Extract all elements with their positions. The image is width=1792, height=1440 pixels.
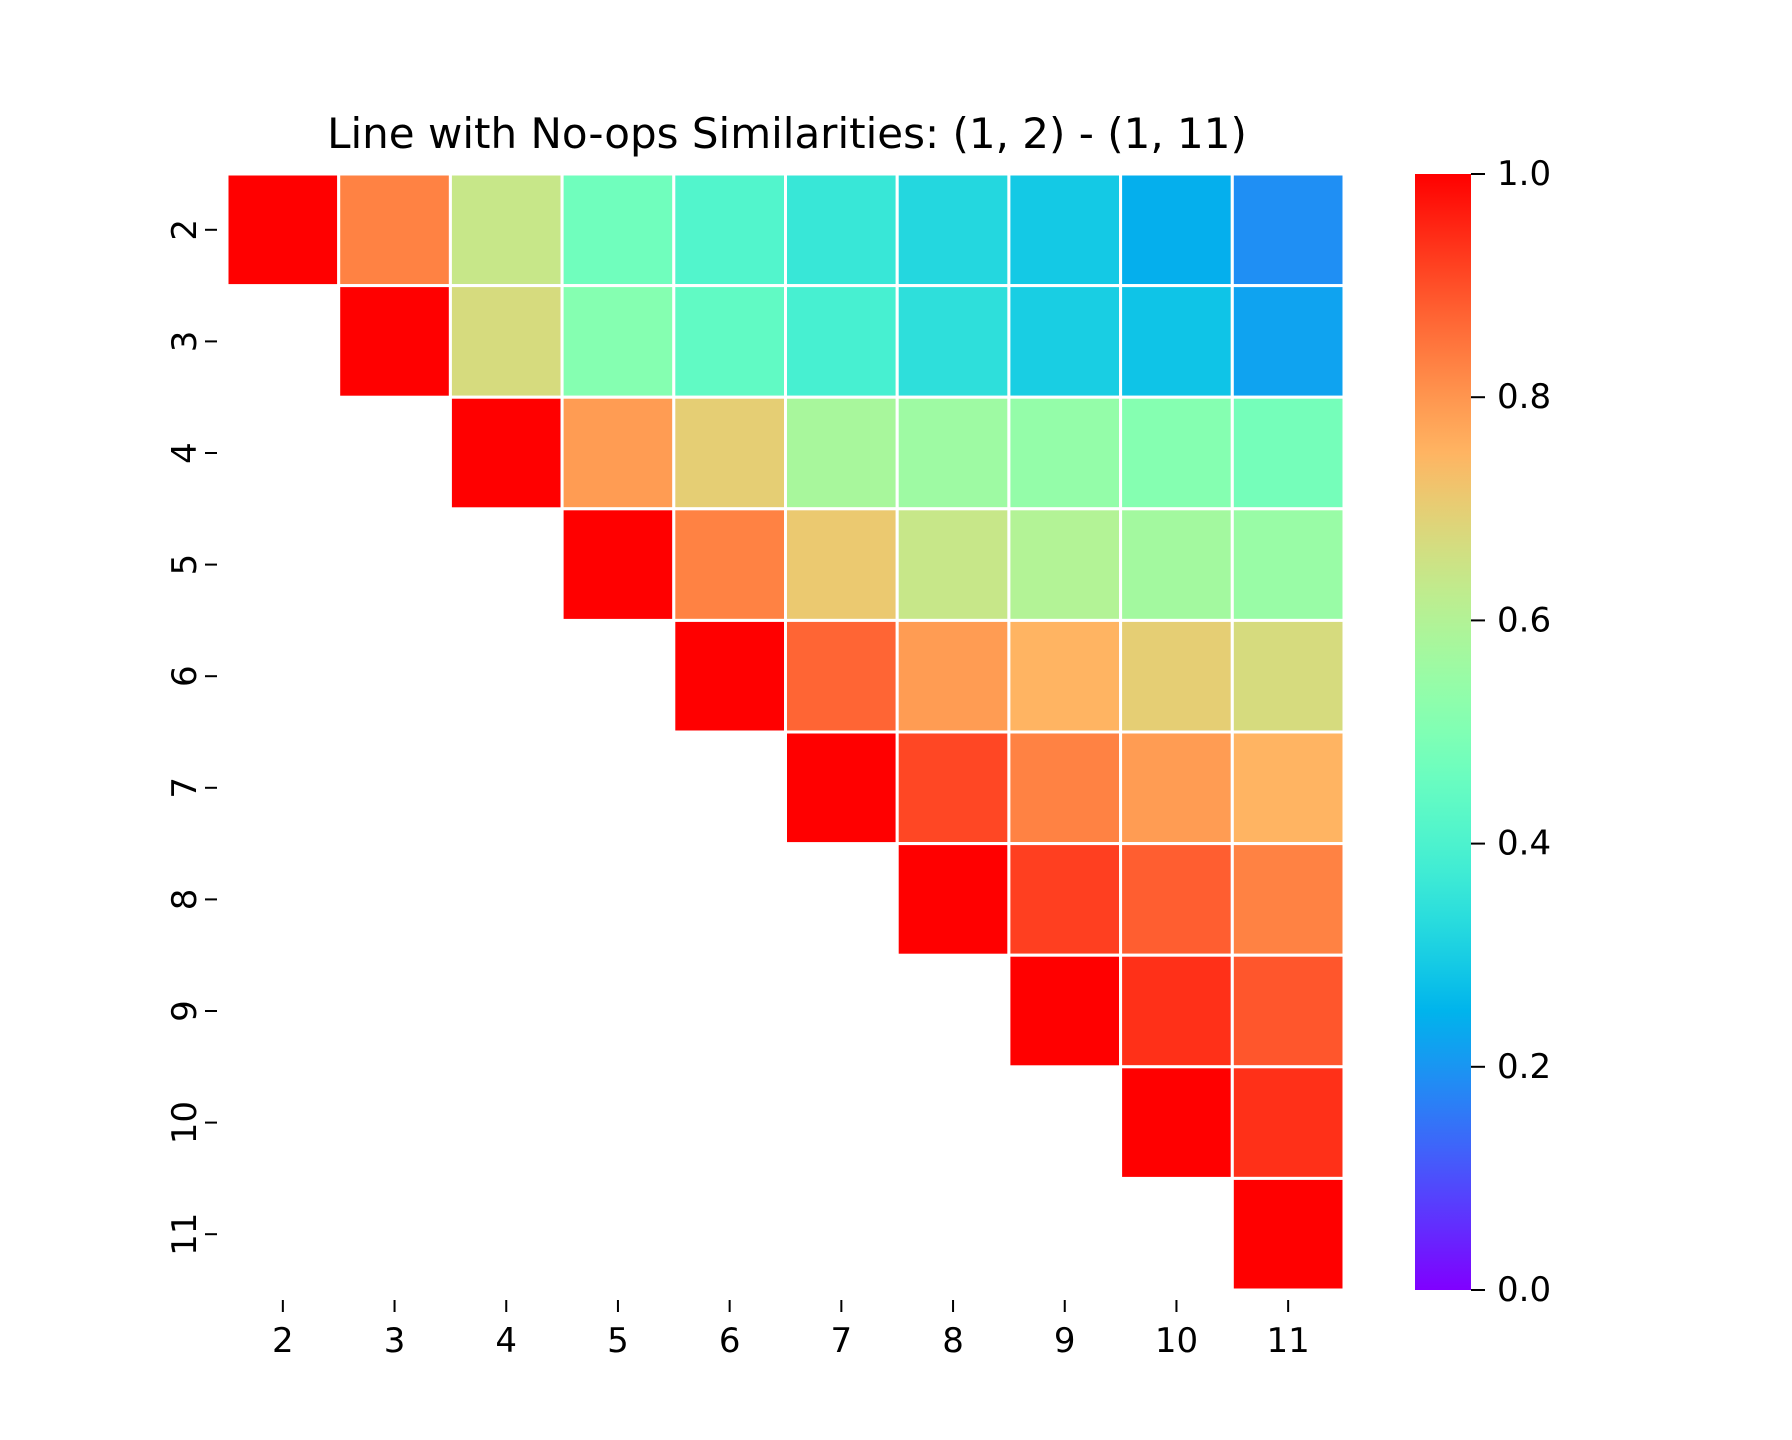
heatmap-cell bbox=[784, 395, 899, 511]
heatmap-cell bbox=[1007, 953, 1123, 1069]
y-tick-label: 9 bbox=[165, 1000, 205, 1022]
heatmap-cell bbox=[337, 172, 452, 288]
heatmap-cell bbox=[1230, 618, 1346, 734]
heatmap-cell bbox=[672, 507, 787, 622]
heatmap-cell bbox=[1230, 1176, 1346, 1292]
colorbar bbox=[1415, 174, 1471, 1290]
x-tick-label: 11 bbox=[1267, 1321, 1310, 1361]
heatmap-cell bbox=[672, 395, 787, 511]
x-tick-label: 4 bbox=[495, 1321, 517, 1361]
heatmap-cell bbox=[1230, 395, 1346, 511]
x-tick-label: 3 bbox=[384, 1321, 406, 1361]
colorbar-tick-label: 0.8 bbox=[1497, 377, 1551, 417]
heatmap-cell bbox=[895, 507, 1011, 622]
y-axis: 2 3 4 5 6 7 8 9 10 11 bbox=[165, 219, 217, 1256]
heatmap-cell bbox=[895, 172, 1011, 288]
x-tick-label: 8 bbox=[942, 1321, 964, 1361]
heatmap-cell bbox=[784, 284, 899, 399]
x-tick-label: 9 bbox=[1054, 1321, 1076, 1361]
colorbar-tick-label: 0.2 bbox=[1497, 1047, 1551, 1087]
y-tick-label: 2 bbox=[165, 219, 205, 241]
colorbar-tick-label: 0.0 bbox=[1497, 1270, 1551, 1310]
heatmap-cell bbox=[1119, 618, 1234, 734]
heatmap-cell bbox=[1230, 730, 1346, 846]
heatmap-cell bbox=[225, 172, 341, 288]
heatmap-cell bbox=[337, 284, 452, 399]
x-tick-label: 6 bbox=[719, 1321, 741, 1361]
colorbar-tick-label: 1.0 bbox=[1497, 154, 1551, 194]
heatmap-cell bbox=[784, 730, 899, 846]
x-tick-label: 7 bbox=[831, 1321, 853, 1361]
chart-title: Line with No-ops Similarities: (1, 2) - … bbox=[327, 109, 1247, 158]
heatmap-cell bbox=[672, 284, 787, 399]
heatmap-cell bbox=[672, 618, 787, 734]
heatmap-cell bbox=[1119, 953, 1234, 1069]
heatmap-cell bbox=[1119, 1065, 1234, 1180]
heatmap-cell bbox=[1007, 507, 1123, 622]
y-tick-label: 8 bbox=[165, 889, 205, 911]
heatmap-cell bbox=[1007, 618, 1123, 734]
heatmap-cell bbox=[1007, 172, 1123, 288]
heatmap-cell bbox=[560, 172, 676, 288]
y-tick-label: 7 bbox=[165, 777, 205, 799]
heatmap-cell bbox=[448, 172, 564, 288]
heatmap-cell bbox=[1230, 284, 1346, 399]
heatmap-cell bbox=[1119, 284, 1234, 399]
heatmap-cell bbox=[1119, 395, 1234, 511]
heatmap-cell bbox=[1230, 842, 1346, 957]
x-tick-label: 2 bbox=[272, 1321, 294, 1361]
heatmap-cell bbox=[1230, 1065, 1346, 1180]
heatmap-cell bbox=[560, 284, 676, 399]
heatmap-cell bbox=[1007, 730, 1123, 846]
heatmap-cell bbox=[1230, 507, 1346, 622]
heatmap-cell bbox=[1230, 953, 1346, 1069]
heatmap-cell bbox=[895, 842, 1011, 957]
y-tick-label: 11 bbox=[165, 1213, 205, 1256]
colorbar-tick-label: 0.4 bbox=[1497, 824, 1551, 864]
heatmap-cell bbox=[1007, 395, 1123, 511]
heatmap-cell bbox=[560, 395, 676, 511]
y-tick-label: 4 bbox=[165, 442, 205, 464]
colorbar-tick-label: 0.6 bbox=[1497, 600, 1551, 640]
y-tick-label: 3 bbox=[165, 331, 205, 353]
heatmap-cell bbox=[672, 172, 787, 288]
heatmap-cell bbox=[784, 618, 899, 734]
heatmap-cell bbox=[1230, 172, 1346, 288]
heatmap-cell bbox=[1007, 842, 1123, 957]
heatmap-cell bbox=[784, 507, 899, 622]
heatmap-cell bbox=[895, 395, 1011, 511]
y-tick-label: 10 bbox=[165, 1101, 205, 1144]
y-tick-label: 5 bbox=[165, 554, 205, 576]
x-tick-label: 5 bbox=[607, 1321, 629, 1361]
heatmap-cell bbox=[1007, 284, 1123, 399]
x-tick-label: 10 bbox=[1155, 1321, 1198, 1361]
heatmap-cells bbox=[225, 172, 1346, 1292]
heatmap-cell bbox=[895, 618, 1011, 734]
heatmap-cell bbox=[895, 284, 1011, 399]
y-tick-label: 6 bbox=[165, 665, 205, 687]
heatmap-cell bbox=[560, 507, 676, 622]
heatmap-cell bbox=[448, 284, 564, 399]
heatmap-cell bbox=[1119, 842, 1234, 957]
x-axis: 2 3 4 5 6 7 8 9 10 11 bbox=[272, 1300, 1310, 1361]
heatmap-cell bbox=[784, 172, 899, 288]
heatmap-cell bbox=[1119, 730, 1234, 846]
heatmap-cell bbox=[1119, 172, 1234, 288]
colorbar-axis: 0.0 0.2 0.4 0.6 0.8 1.0 bbox=[1471, 154, 1551, 1310]
heatmap-cell bbox=[1119, 507, 1234, 622]
heatmap-cell bbox=[448, 395, 564, 511]
heatmap-cell bbox=[895, 730, 1011, 846]
